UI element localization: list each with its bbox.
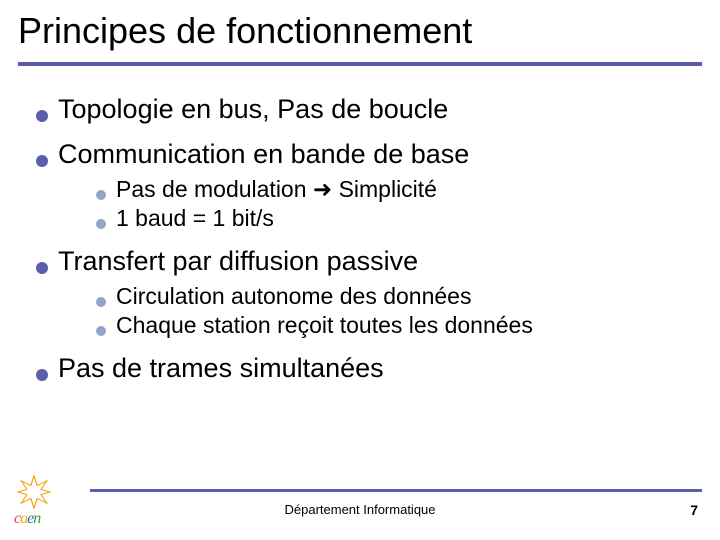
list-item: Transfert par diffusion passive [36, 246, 690, 277]
list-item: Pas de modulation ➜ Simplicité [96, 176, 690, 203]
footer: caen Département Informatique 7 [0, 489, 720, 532]
list-item-label: Transfert par diffusion passive [58, 246, 418, 277]
list-item: Communication en bande de base [36, 139, 690, 170]
title-block: Principes de fonctionnement [0, 0, 720, 58]
list-item: Pas de trames simultanées [36, 353, 690, 384]
sub-list: Pas de modulation ➜ Simplicité 1 baud = … [96, 176, 690, 232]
list-item: Chaque station reçoit toutes les données [96, 312, 690, 339]
list-item-label: Communication en bande de base [58, 139, 469, 170]
bullet-icon [96, 297, 106, 307]
bullet-icon [36, 110, 48, 122]
bullet-icon [36, 155, 48, 167]
bullet-icon [96, 219, 106, 229]
logo: caen [12, 474, 82, 528]
list-item-label: Pas de trames simultanées [58, 353, 384, 384]
slide: Principes de fonctionnement Topologie en… [0, 0, 720, 540]
list-item: 1 baud = 1 bit/s [96, 205, 690, 232]
bullet-icon [36, 369, 48, 381]
sub-list: Circulation autonome des données Chaque … [96, 283, 690, 339]
list-item: Circulation autonome des données [96, 283, 690, 310]
bullet-icon [96, 326, 106, 336]
list-item-label: Circulation autonome des données [116, 283, 471, 310]
list-item-label: Chaque station reçoit toutes les données [116, 312, 533, 339]
list-item-label: Pas de modulation ➜ Simplicité [116, 176, 437, 203]
body: Topologie en bus, Pas de boucle Communic… [0, 66, 720, 384]
list-item: Topologie en bus, Pas de boucle [36, 94, 690, 125]
bullet-icon [96, 190, 106, 200]
list-item-label: 1 baud = 1 bit/s [116, 205, 274, 232]
page-number: 7 [690, 502, 698, 518]
footer-department: Département Informatique [284, 502, 435, 517]
page-title: Principes de fonctionnement [18, 10, 702, 52]
footer-row: caen Département Informatique 7 [0, 492, 720, 532]
logo-text: caen [14, 510, 40, 528]
bullet-icon [36, 262, 48, 274]
list-item-label: Topologie en bus, Pas de boucle [58, 94, 448, 125]
